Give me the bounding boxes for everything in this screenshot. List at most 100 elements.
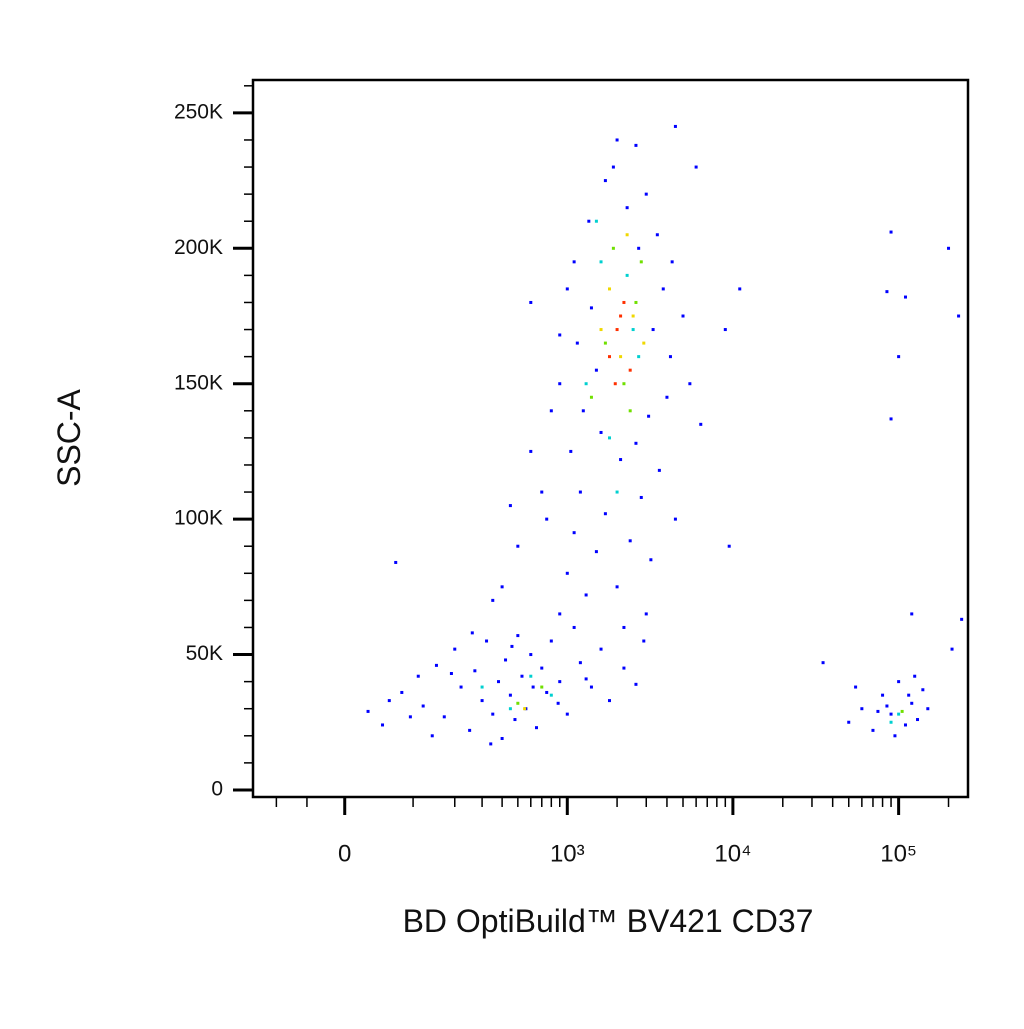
x-tick-label: 10⁴ <box>714 840 751 867</box>
point <box>628 539 632 543</box>
point <box>394 560 398 564</box>
point <box>491 712 495 716</box>
point <box>587 219 591 223</box>
point <box>599 430 603 434</box>
point <box>847 720 851 724</box>
point <box>516 701 520 705</box>
point <box>556 701 560 705</box>
point <box>889 230 893 234</box>
point <box>594 550 598 554</box>
point <box>651 328 655 332</box>
point <box>470 631 474 635</box>
point <box>637 246 641 250</box>
y-tick-label: 150K <box>174 371 223 394</box>
point <box>881 693 885 697</box>
y-tick-label: 0 <box>211 778 223 801</box>
point <box>619 458 623 462</box>
point <box>549 693 553 697</box>
point <box>584 593 588 597</box>
point <box>738 287 742 291</box>
point <box>897 680 901 684</box>
point <box>628 409 632 413</box>
point <box>631 314 635 318</box>
point <box>589 395 593 399</box>
point <box>688 382 692 386</box>
point <box>608 355 612 359</box>
x-tick-label: 0 <box>338 840 351 867</box>
point <box>897 712 901 716</box>
point <box>491 598 495 602</box>
point <box>421 704 425 708</box>
point <box>631 328 635 332</box>
point <box>459 685 463 689</box>
point <box>657 468 661 472</box>
point <box>584 382 588 386</box>
point <box>558 382 562 386</box>
point <box>625 233 629 237</box>
point <box>634 300 638 304</box>
point <box>523 707 527 711</box>
point <box>480 685 484 689</box>
point <box>581 409 585 413</box>
point <box>871 728 875 732</box>
point <box>615 138 619 142</box>
point <box>387 699 391 703</box>
point <box>529 653 533 657</box>
point <box>681 314 685 318</box>
point <box>615 585 619 589</box>
point <box>434 663 438 667</box>
point <box>661 287 665 291</box>
point <box>926 707 930 711</box>
point <box>603 179 607 183</box>
point <box>558 612 562 616</box>
point <box>903 295 907 299</box>
point <box>516 544 520 548</box>
point <box>540 685 544 689</box>
point <box>508 693 512 697</box>
point <box>473 669 477 673</box>
point <box>540 490 544 494</box>
point <box>622 666 626 670</box>
point <box>489 742 493 746</box>
point <box>366 709 370 713</box>
point <box>615 328 619 332</box>
point <box>504 658 508 662</box>
point <box>860 707 864 711</box>
point <box>558 333 562 337</box>
point <box>897 355 901 359</box>
point <box>673 124 677 128</box>
point <box>578 661 582 665</box>
point <box>639 495 643 499</box>
point <box>545 690 549 694</box>
point <box>694 165 698 169</box>
point <box>727 544 731 548</box>
y-tick-label: 100K <box>174 507 223 530</box>
point <box>647 414 651 418</box>
point <box>903 723 907 727</box>
point <box>910 701 914 705</box>
point <box>589 306 593 310</box>
point <box>642 341 646 345</box>
y-tick-label: 200K <box>174 236 223 259</box>
point <box>655 233 659 237</box>
point <box>572 625 576 629</box>
point <box>449 672 453 676</box>
point <box>628 368 632 372</box>
point <box>529 449 533 453</box>
point <box>634 143 638 147</box>
point <box>572 260 576 264</box>
point <box>921 688 925 692</box>
point <box>430 734 434 738</box>
point <box>916 718 920 722</box>
point <box>644 192 648 196</box>
point <box>608 287 612 291</box>
point <box>611 246 615 250</box>
point <box>468 728 472 732</box>
point <box>615 490 619 494</box>
point <box>625 206 629 210</box>
point <box>565 571 569 575</box>
point <box>639 260 643 264</box>
point <box>608 699 612 703</box>
point <box>534 726 538 730</box>
